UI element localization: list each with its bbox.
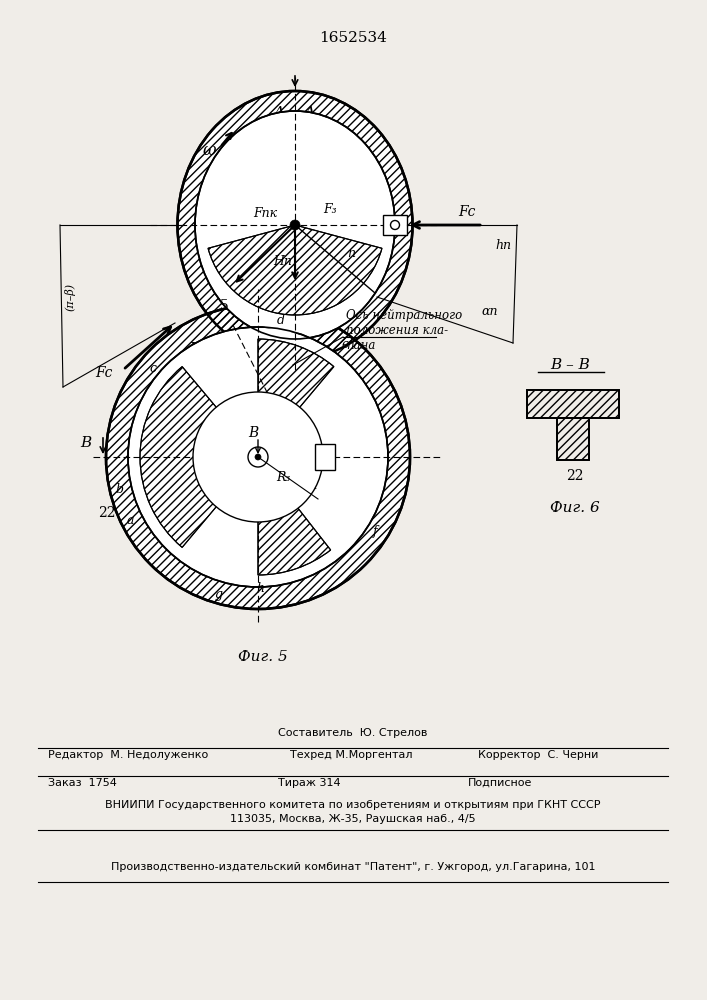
Text: Техред М.Моргентал: Техред М.Моргентал [290, 750, 412, 760]
Text: пана: пана [346, 339, 375, 352]
Text: 5: 5 [220, 299, 229, 313]
Circle shape [128, 327, 388, 587]
Text: e: e [341, 338, 349, 351]
Text: B: B [80, 436, 91, 450]
Text: F₃: F₃ [323, 203, 337, 216]
Ellipse shape [177, 91, 412, 359]
Text: Fc: Fc [458, 205, 475, 219]
Circle shape [140, 339, 376, 575]
Ellipse shape [201, 117, 389, 332]
Text: h: h [256, 582, 264, 595]
Text: f: f [373, 525, 378, 538]
Text: положения кла-: положения кла- [346, 324, 448, 337]
Text: Фиг. 5: Фиг. 5 [238, 650, 288, 664]
Text: d: d [276, 314, 285, 327]
Circle shape [248, 447, 268, 467]
Text: 1652534: 1652534 [319, 31, 387, 45]
Circle shape [193, 392, 323, 522]
Text: Фиг. 4: Фиг. 4 [275, 396, 325, 410]
Text: Редактор  М. Недолуженко: Редактор М. Недолуженко [48, 750, 209, 760]
Text: g: g [215, 588, 223, 601]
Text: Составитель  Ю. Стрелов: Составитель Ю. Стрелов [279, 728, 428, 738]
Text: ω: ω [203, 142, 216, 159]
Text: c: c [150, 362, 157, 375]
Text: Ось нейтрального: Ось нейтрального [346, 309, 462, 322]
Text: hn: hn [495, 239, 511, 252]
Ellipse shape [195, 111, 395, 339]
Text: Б – Б: Б – Б [188, 342, 232, 359]
Text: Fпк: Fпк [253, 207, 277, 220]
Text: Hn: Hn [273, 255, 292, 268]
Text: αn: αn [481, 305, 498, 318]
Bar [383, 215, 407, 235]
Text: B: B [248, 426, 258, 440]
Text: 113035, Москва, Ж-35, Раушская наб., 4/5: 113035, Москва, Ж-35, Раушская наб., 4/5 [230, 814, 476, 824]
Bar [527, 390, 619, 418]
Circle shape [290, 220, 300, 230]
Circle shape [106, 305, 410, 609]
Circle shape [255, 454, 261, 460]
Text: Производственно-издательский комбинат "Патент", г. Ужгород, ул.Гагарина, 101: Производственно-издательский комбинат "П… [111, 862, 595, 872]
Text: 22: 22 [98, 506, 115, 520]
Text: Фиг. 6: Фиг. 6 [550, 501, 600, 515]
Bar [557, 418, 589, 460]
Text: А – А: А – А [273, 104, 317, 121]
Bar [527, 390, 619, 418]
Text: ВНИИПИ Государственного комитета по изобретениям и открытиям при ГКНТ СССР: ВНИИПИ Государственного комитета по изоб… [105, 800, 601, 810]
Text: Подписное: Подписное [468, 778, 532, 788]
Text: R₃: R₃ [276, 471, 291, 484]
Text: 22: 22 [566, 469, 584, 483]
Text: Корректор  С. Черни: Корректор С. Черни [478, 750, 598, 760]
Text: b: b [115, 483, 123, 496]
Text: Тираж 314: Тираж 314 [278, 778, 341, 788]
Bar [315, 444, 335, 470]
Text: Fc: Fc [95, 366, 112, 380]
Text: n: n [347, 247, 355, 260]
Text: Заказ  1754: Заказ 1754 [48, 778, 117, 788]
Text: a: a [126, 514, 134, 527]
Text: В – В: В – В [550, 358, 590, 372]
Bar [557, 418, 589, 460]
Text: (π–β): (π–β) [65, 283, 76, 311]
